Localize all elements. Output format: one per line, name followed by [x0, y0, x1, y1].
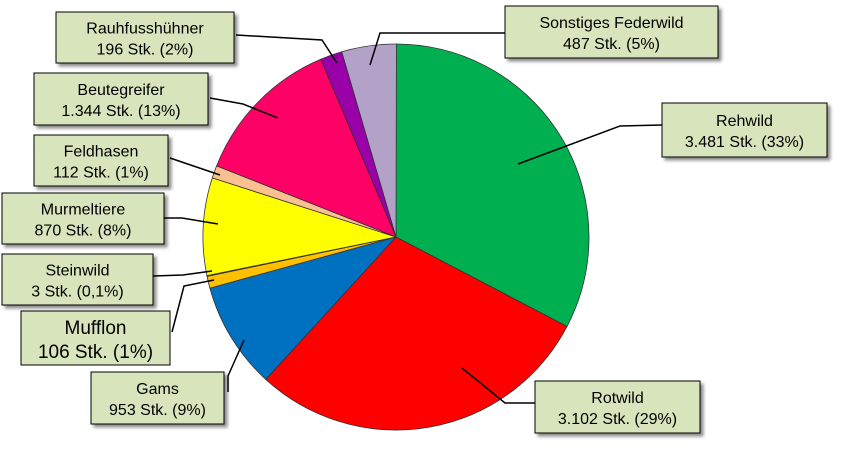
label-name-rehwild: Rehwild: [716, 113, 773, 130]
label-value-rauhfusshuhner: 196 Stk. (2%): [97, 42, 194, 59]
label-mufflon: Mufflon 106 Stk. (1%): [20, 310, 171, 366]
leader-line-rauhfusshuhner: [235, 34, 338, 64]
label-feldhasen: Feldhasen 112 Stk. (1%): [33, 134, 169, 187]
slice-rehwild: [395, 43, 590, 328]
label-name-murmeltiere: Murmeltiere: [41, 202, 126, 219]
label-beutegreifer: Beutegreifer 1.344 Stk. (13%): [33, 72, 209, 126]
leader-lines: [152, 32, 663, 404]
label-value-rotwild: 3.102 Stk. (29%): [558, 411, 677, 428]
slice-labels: Rehwild 3.481 Stk. (33%) Rotwild 3.102 Stk.…: [1, 5, 828, 434]
label-murmeltiere: Murmeltiere 870 Stk. (8%): [1, 192, 165, 245]
label-box-rehwild: [661, 102, 828, 158]
label-name-mufflon: Mufflon: [65, 318, 127, 339]
label-value-beutegreifer: 1.344 Stk. (13%): [61, 103, 180, 120]
label-gams: Gams 953 Stk. (9%): [90, 371, 225, 425]
label-name-rotwild: Rotwild: [591, 390, 643, 407]
label-box-steinwild: [1, 253, 154, 306]
label-box-rauhfusshuhner: [55, 11, 235, 64]
label-box-feldhasen: [33, 134, 169, 187]
label-rotwild: Rotwild 3.102 Stk. (29%): [534, 380, 701, 434]
label-box-sonstiges-federwild: [504, 5, 719, 59]
slice-murmeltiere: [202, 177, 398, 277]
label-steinwild: Steinwild 3 Stk. (0,1%): [1, 253, 154, 306]
label-value-murmeltiere: 870 Stk. (8%): [35, 223, 132, 240]
slice-beutegreifer: [216, 58, 397, 238]
label-box-mufflon: [20, 310, 171, 366]
label-name-sonstiges-federwild: Sonstiges Federwild: [539, 15, 683, 32]
leader-line-rotwild: [461, 367, 535, 404]
label-value-rehwild: 3.481 Stk. (33%): [685, 134, 804, 151]
label-value-sonstiges-federwild: 487 Stk. (5%): [563, 36, 660, 53]
label-box-gams: [90, 371, 225, 425]
label-name-feldhasen: Feldhasen: [64, 144, 139, 161]
label-value-mufflon: 106 Stk. (1%): [38, 342, 153, 363]
label-name-steinwild: Steinwild: [45, 263, 109, 280]
label-box-beutegreifer: [33, 72, 209, 126]
label-value-gams: 953 Stk. (9%): [109, 402, 206, 419]
leader-line-steinwild: [152, 270, 213, 277]
leader-line-sonstiges-federwild: [369, 32, 505, 66]
label-rauhfusshuhner: Rauhfusshühner 196 Stk. (2%): [55, 11, 235, 64]
label-sonstiges-federwild: Sonstiges Federwild 487 Stk. (5%): [504, 5, 719, 59]
leader-line-gams: [227, 339, 245, 392]
label-name-beutegreifer: Beutegreifer: [77, 82, 165, 99]
label-rehwild: Rehwild 3.481 Stk. (33%): [661, 102, 828, 158]
leader-line-rehwild: [517, 124, 663, 165]
leader-line-feldhasen: [169, 157, 221, 176]
leader-line-beutegreifer: [209, 97, 279, 119]
label-name-rauhfusshuhner: Rauhfusshühner: [86, 21, 204, 38]
label-box-rotwild: [534, 380, 701, 434]
slice-gams: [209, 236, 398, 380]
slice-rotwild: [265, 236, 568, 431]
leader-line-mufflon: [171, 279, 215, 333]
leader-line-murmeltiere: [164, 217, 219, 225]
label-box-murmeltiere: [1, 192, 165, 245]
slice-sonstiges-federwild: [341, 43, 397, 238]
label-value-feldhasen: 112 Stk. (1%): [53, 165, 149, 182]
label-name-gams: Gams: [136, 381, 179, 398]
label-value-steinwild: 3 Stk. (0,1%): [31, 284, 123, 301]
pie-slices: [202, 43, 590, 431]
